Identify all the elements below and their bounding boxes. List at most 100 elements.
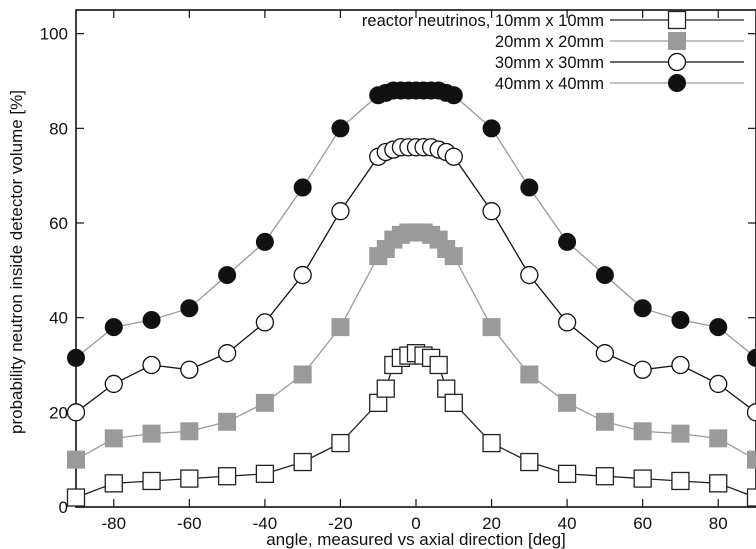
- data-point: [217, 467, 237, 486]
- data-point: [429, 355, 448, 375]
- data-point: [331, 119, 350, 138]
- data-point: [104, 374, 123, 394]
- data-point: [255, 464, 275, 484]
- data-point: [444, 393, 463, 413]
- y-tick-label: 20: [49, 403, 68, 422]
- legend-entry: reactor neutrinos, 10mm x 10mm: [362, 10, 744, 30]
- data-point: [66, 488, 86, 507]
- data-point: [671, 355, 690, 375]
- y-tick-label: 100: [40, 25, 68, 44]
- legend: reactor neutrinos, 10mm x 10mm 20mm x 20m…: [362, 10, 744, 93]
- data-point: [558, 393, 577, 412]
- data-point: [667, 52, 687, 72]
- y-tick-label: 60: [49, 214, 68, 233]
- data-point: [633, 469, 652, 488]
- data-point: [595, 412, 614, 431]
- data-point: [104, 474, 123, 493]
- data-point: [557, 313, 577, 332]
- data-point: [746, 488, 756, 507]
- data-point: [482, 202, 501, 221]
- data-point: [67, 450, 85, 469]
- data-point: [218, 412, 237, 431]
- data-point: [331, 202, 350, 221]
- data-point: [180, 422, 199, 441]
- legend-label: 30mm x 30mm: [495, 54, 604, 72]
- data-point: [709, 474, 728, 493]
- series-1: [66, 344, 756, 507]
- data-point: [520, 265, 539, 285]
- data-point: [142, 311, 161, 330]
- data-point: [293, 365, 312, 384]
- data-point: [104, 318, 123, 337]
- legend-entry: 20mm x 20mm: [495, 32, 744, 51]
- data-point: [293, 452, 312, 472]
- legend-label: reactor neutrinos, 10mm x 10mm: [362, 12, 604, 30]
- x-tick-label: -60: [177, 514, 202, 533]
- data-point: [746, 403, 756, 422]
- legend-label: 40mm x 40mm: [495, 75, 604, 93]
- y-tick-label: 0: [59, 498, 68, 517]
- axis-ticks: -80 -60 -40 -20 0 20 40 60 80 0 20 40 60 80 100: [40, 10, 756, 533]
- data-point: [482, 119, 501, 138]
- y-tick-label: 40: [49, 309, 68, 328]
- data-point: [331, 318, 350, 337]
- legend-entry: 40mm x 40mm: [495, 74, 744, 93]
- data-point: [633, 422, 652, 441]
- series-line: [75, 352, 756, 499]
- data-point: [595, 266, 614, 285]
- series-layer: [66, 81, 756, 507]
- data-point: [293, 265, 312, 285]
- data-point: [671, 311, 690, 330]
- series-4: [67, 81, 756, 367]
- legend-entry: 30mm x 30mm: [495, 52, 744, 72]
- data-point: [218, 266, 237, 285]
- data-point: [482, 318, 501, 337]
- data-point: [520, 365, 539, 384]
- x-tick-label: 20: [482, 514, 501, 533]
- x-tick-label: 80: [709, 514, 728, 533]
- data-point: [709, 374, 728, 394]
- data-point: [595, 344, 615, 363]
- x-axis-label: angle, measured vs axial direction [deg]: [266, 530, 566, 549]
- data-point: [142, 424, 161, 443]
- x-tick-label: -20: [328, 514, 353, 533]
- x-tick-label: -40: [253, 514, 278, 533]
- data-point: [444, 147, 463, 166]
- data-point: [671, 471, 690, 491]
- series-3: [66, 138, 756, 422]
- x-tick-label: 40: [558, 514, 577, 533]
- data-point: [595, 467, 615, 486]
- data-point: [331, 433, 350, 453]
- data-point: [66, 403, 86, 422]
- data-point: [293, 178, 312, 197]
- data-point: [668, 32, 686, 50]
- data-point: [142, 355, 161, 375]
- data-point: [376, 379, 395, 398]
- data-point: [444, 86, 463, 105]
- data-point: [671, 424, 690, 443]
- data-point: [633, 299, 652, 318]
- x-tick-label: 0: [411, 514, 420, 533]
- data-point: [180, 360, 199, 379]
- data-point: [558, 232, 577, 251]
- legend-label: 20mm x 20mm: [495, 33, 604, 51]
- y-tick-label: 80: [49, 119, 68, 138]
- data-point: [67, 348, 85, 367]
- data-point: [520, 178, 539, 197]
- data-point: [180, 299, 199, 318]
- data-point: [709, 429, 728, 448]
- data-point: [747, 450, 756, 469]
- data-point: [557, 464, 577, 484]
- data-point: [142, 471, 161, 491]
- x-tick-label: -80: [101, 514, 126, 533]
- data-point: [668, 74, 686, 92]
- data-point: [633, 360, 652, 379]
- data-point: [255, 232, 274, 251]
- data-point: [180, 469, 199, 488]
- data-point: [520, 452, 539, 472]
- data-point: [444, 247, 463, 266]
- data-point: [709, 318, 728, 337]
- data-point: [104, 429, 123, 448]
- y-axis-label: probability neutron inside detector volu…: [7, 90, 26, 434]
